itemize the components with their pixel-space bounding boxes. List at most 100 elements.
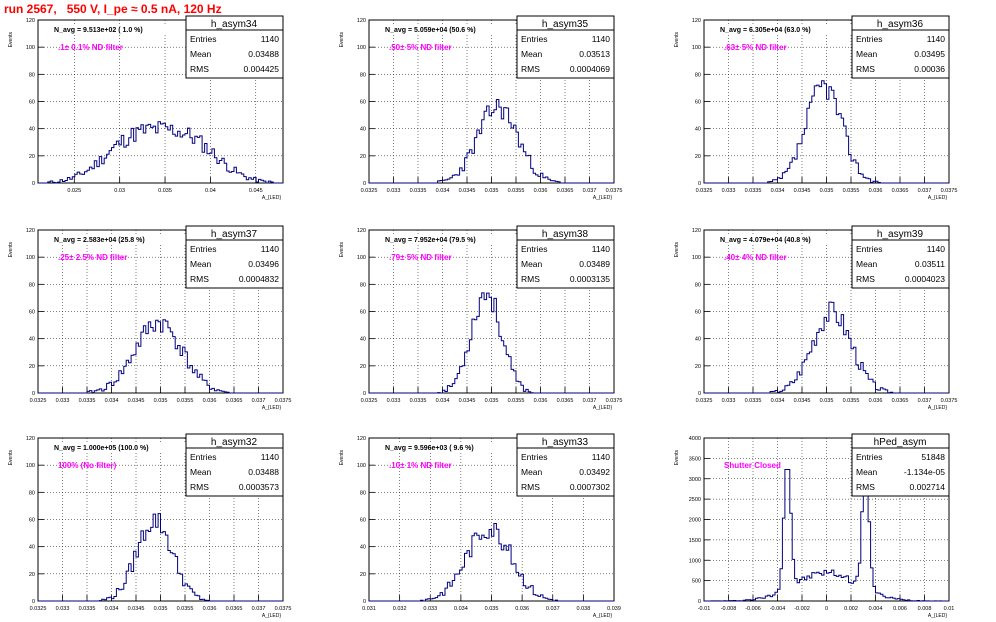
x-axis-title: A_{LED} [928, 405, 948, 411]
x-tick-label: 0.034 [771, 398, 785, 404]
filter-annotation: .1± 0.1% ND filter [58, 43, 123, 52]
x-tick-label: 0.033 [722, 188, 736, 194]
y-axis-title: Events [8, 242, 14, 258]
y-tick-label: 60 [360, 100, 366, 106]
stats-rms-label: RMS [521, 64, 540, 74]
navg-label: N_avg = 9.596e+03 ( 9.6 %) [385, 445, 474, 452]
navg-label: N_avg = 5.059e+04 (50.6 %) [385, 27, 476, 34]
y-tick-label: 20 [29, 154, 35, 160]
y-tick-label: 80 [695, 72, 701, 78]
stats-entries-value: 1140 [592, 452, 611, 462]
histogram-panel-h_asym32: 0.0325 0.033 0.0335 0.034 0.0345 0.035 0.0355 0… [8, 433, 291, 619]
x-tick-label: 0.032 [393, 606, 407, 612]
x-tick-label: -0.006 [745, 606, 761, 612]
stats-rms-label: RMS [190, 274, 209, 284]
stats-entries-value: 1140 [261, 244, 280, 254]
stats-mean-label: Mean [521, 49, 543, 59]
filter-annotation: .10± 1% ND filter [389, 461, 452, 470]
y-tick-label: 20 [360, 572, 366, 578]
y-axis-title: Events [8, 450, 14, 466]
stats-mean-label: Mean [856, 467, 878, 477]
x-tick-label: 0.036 [534, 188, 548, 194]
y-tick-label: 1500 [689, 538, 701, 544]
stats-entries-value: 1140 [927, 244, 946, 254]
y-tick-label: 0 [363, 391, 366, 397]
x-tick-label: 0.0365 [226, 398, 243, 404]
y-axis-title: Events [339, 450, 345, 466]
x-tick-label: 0.0375 [941, 398, 958, 404]
histogram-name: h_asym33 [542, 437, 589, 448]
stats-rms-value: 0.0004069 [570, 64, 610, 74]
stats-box [851, 15, 950, 79]
histogram-name: h_asym34 [211, 19, 258, 30]
stats-mean-value: 0.03488 [248, 467, 279, 477]
y-tick-label: 40 [360, 127, 366, 133]
x-tick-label: 0.039 [607, 606, 621, 612]
navg-box [718, 234, 888, 245]
histogram-panel-h_asym37: 0.0325 0.033 0.0335 0.034 0.0345 0.035 0.0355 0… [8, 225, 291, 411]
stats-entries-label: Entries [856, 244, 882, 254]
filter-annotation: .63± 5% ND filter [724, 43, 787, 52]
y-tick-label: 60 [360, 310, 366, 316]
navg-label: N_avg = 2.583e+04 (25.8 %) [54, 237, 145, 244]
x-tick-label: 0.0325 [30, 398, 47, 404]
navg-label: N_avg = 1.000e+05 (100.0 %) [54, 445, 149, 452]
histogram-line [704, 80, 949, 184]
x-tick-label: 0.035 [485, 188, 499, 194]
stats-mean-value: 0.03495 [914, 49, 945, 59]
y-tick-label: 40 [695, 127, 701, 133]
stats-rms-value: 0.0007302 [570, 482, 610, 492]
x-tick-label: 0.045 [249, 188, 263, 194]
stats-mean-value: 0.03489 [579, 259, 610, 269]
x-tick-label: 0.0355 [177, 398, 194, 404]
histogram-name: hPed_asym [874, 437, 927, 448]
histogram-line [38, 513, 283, 602]
y-tick-label: 0 [32, 391, 35, 397]
x-tick-label: 0.036 [534, 398, 548, 404]
stats-entries-value: 1140 [927, 34, 946, 44]
y-tick-label: 40 [360, 545, 366, 551]
x-tick-label: 0.037 [583, 398, 597, 404]
x-tick-label: 0.04 [205, 188, 216, 194]
y-tick-label: 120 [26, 436, 35, 442]
x-tick-label: 0.0375 [606, 398, 623, 404]
stats-box [516, 225, 615, 289]
x-tick-label: 0.035 [820, 398, 834, 404]
y-tick-label: 60 [695, 310, 701, 316]
x-axis-title: A_{LED} [593, 405, 613, 411]
x-tick-label: 0.0345 [794, 188, 811, 194]
filter-annotation: .25± 2.5% ND filter [58, 253, 127, 262]
x-tick-label: 0.038 [576, 606, 590, 612]
stats-box [516, 433, 615, 497]
navg-box [718, 24, 888, 35]
y-tick-label: 40 [29, 127, 35, 133]
x-tick-label: 0.036 [203, 398, 217, 404]
stats-box [851, 433, 950, 497]
y-tick-label: 80 [29, 72, 35, 78]
y-tick-label: 80 [29, 282, 35, 288]
y-tick-label: 20 [29, 572, 35, 578]
y-tick-label: 120 [692, 228, 701, 234]
x-tick-label: 0.034 [436, 188, 450, 194]
stats-mean-label: Mean [856, 259, 878, 269]
y-tick-label: 20 [29, 364, 35, 370]
filter-annotation: .40± 4% ND filter [724, 253, 787, 262]
y-tick-label: 100 [692, 255, 701, 261]
x-tick-label: 0.0365 [557, 188, 574, 194]
navg-label: N_avg = 9.513e+02 ( 1.0 %) [54, 27, 143, 34]
histogram-line [38, 121, 283, 184]
navg-label: N_avg = 6.305e+04 (63.0 %) [720, 27, 811, 34]
stats-rms-value: 0.0003135 [570, 274, 610, 284]
x-tick-label: 0.034 [105, 606, 119, 612]
x-tick-label: 0.0325 [361, 188, 378, 194]
filter-annotation: .79± 5% ND filter [389, 253, 452, 262]
histogram-panel-h_asym38: 0.0325 0.033 0.0335 0.034 0.0345 0.035 0.0355 0… [339, 225, 623, 411]
x-tick-label: 0.0335 [79, 606, 96, 612]
x-tick-label: 0.0335 [79, 398, 96, 404]
stats-mean-value: 0.03511 [915, 259, 945, 269]
stats-box [516, 15, 615, 79]
y-tick-label: 0 [698, 599, 701, 605]
x-tick-label: 0.0345 [459, 188, 476, 194]
stats-mean-value: 0.03488 [248, 49, 279, 59]
x-axis-title: A_{LED} [262, 195, 282, 201]
